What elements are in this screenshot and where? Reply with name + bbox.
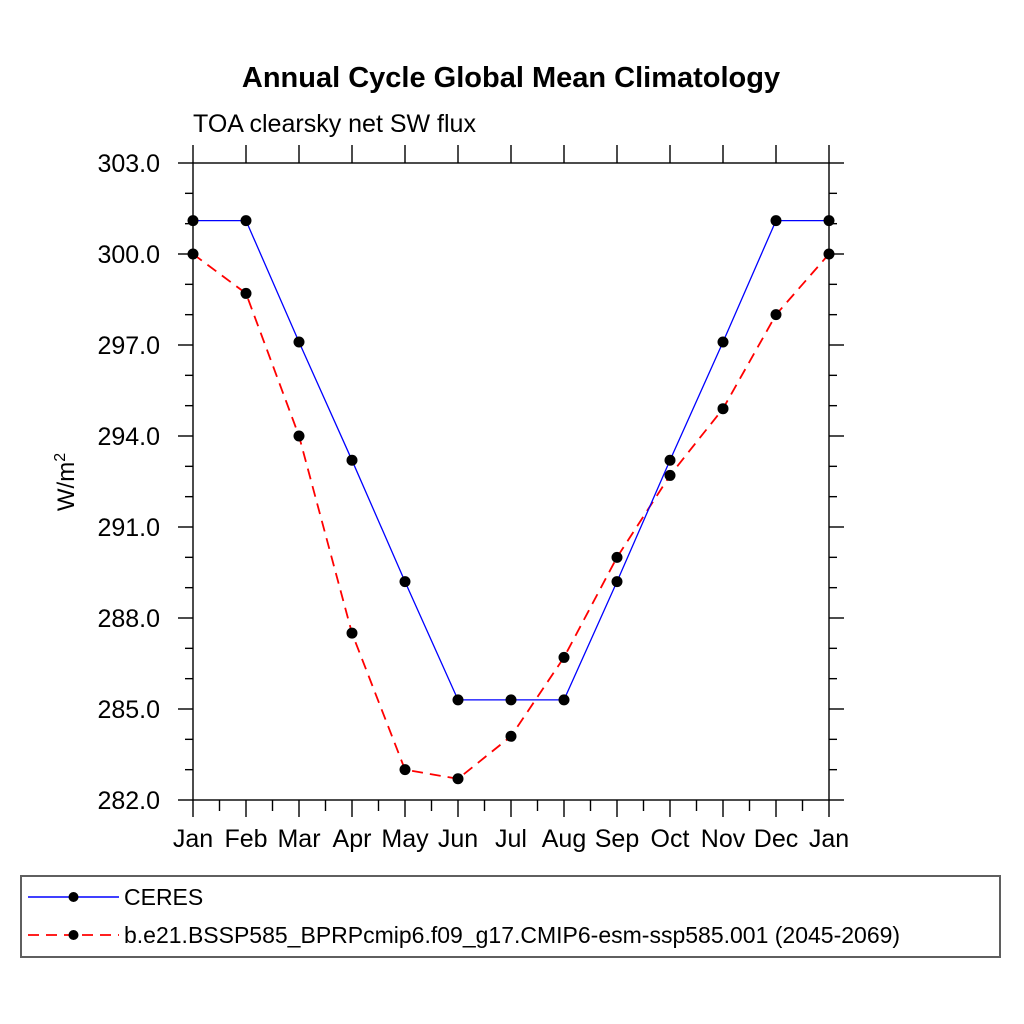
legend-box: CERES b.e21.BSSP585_BPRPcmip6.f09_g17.CM… (20, 875, 1001, 958)
y-tick-label: 282.0 (97, 787, 160, 815)
series-marker-0 (505, 694, 517, 706)
y-tick-label: 294.0 (97, 423, 160, 451)
series-marker-0 (717, 336, 729, 348)
series-marker-1 (187, 248, 199, 260)
x-tick-label: Oct (651, 825, 690, 853)
series-marker-1 (770, 309, 782, 321)
series-marker-1 (399, 764, 411, 776)
x-tick-label: Dec (754, 825, 798, 853)
series-marker-0 (664, 454, 676, 466)
legend-marker-icon (68, 930, 79, 940)
x-tick-label: Sep (595, 825, 639, 853)
series-marker-1 (611, 551, 623, 563)
x-tick-label: Feb (224, 825, 267, 853)
x-tick-label: Jan (173, 825, 213, 853)
y-tick-label: 291.0 (97, 514, 160, 542)
series-marker-1 (240, 287, 252, 299)
legend-swatch-ceres (28, 892, 119, 902)
series-marker-1 (823, 248, 835, 260)
series-marker-0 (293, 336, 305, 348)
y-tick-label: 297.0 (97, 332, 160, 360)
x-tick-label: Jul (495, 825, 527, 853)
chart-title: Annual Cycle Global Mean Climatology (241, 62, 781, 94)
legend-label-model: b.e21.BSSP585_BPRPcmip6.f09_g17.CMIP6-es… (124, 921, 901, 948)
series-marker-0 (452, 694, 464, 706)
series-marker-0 (823, 215, 835, 227)
series-marker-0 (558, 694, 570, 706)
series-marker-0 (240, 215, 252, 227)
series-marker-1 (717, 403, 729, 415)
legend-entry-ceres: CERES (26, 884, 203, 910)
series-marker-0 (611, 576, 623, 588)
series-marker-1 (293, 430, 305, 442)
series-marker-1 (664, 469, 676, 481)
series-marker-1 (346, 627, 358, 639)
y-tick-label: 303.0 (97, 150, 160, 178)
x-tick-label: May (381, 825, 429, 853)
legend-label-ceres: CERES (124, 883, 204, 910)
series-line-0 (193, 219, 829, 701)
series-marker-0 (770, 215, 782, 227)
x-tick-label: Mar (277, 825, 320, 853)
series-marker-0 (399, 576, 411, 588)
legend-marker-icon (68, 892, 79, 902)
x-tick-label: Jun (438, 825, 478, 853)
x-tick-label: Jan (809, 825, 849, 853)
series-marker-1 (505, 730, 517, 742)
y-tick-label: 288.0 (97, 605, 160, 633)
series-marker-0 (346, 454, 358, 466)
series-marker-1 (558, 651, 570, 663)
x-tick-label: Nov (701, 825, 746, 853)
chart-subtitle: TOA clearsky net SW flux (193, 110, 476, 138)
y-tick-label: 285.0 (97, 696, 160, 724)
series-marker-1 (452, 773, 464, 785)
x-tick-label: Aug (542, 825, 586, 853)
x-tick-label: Apr (333, 825, 372, 853)
y-tick-label: 300.0 (97, 241, 160, 269)
legend-entry-model: b.e21.BSSP585_BPRPcmip6.f09_g17.CMIP6-es… (26, 922, 900, 948)
series-marker-0 (187, 215, 199, 227)
legend-swatch-model (28, 930, 119, 940)
